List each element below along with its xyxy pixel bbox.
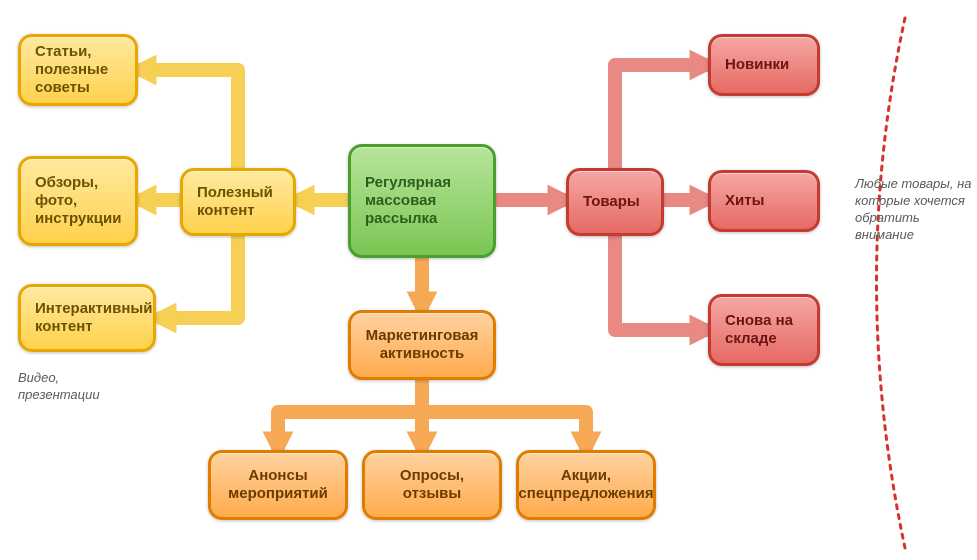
caption-video: Видео, презентации bbox=[18, 370, 100, 404]
node-polls: Опросы, отзывы bbox=[362, 450, 502, 520]
node-label: Акции, спецпредложения bbox=[518, 467, 653, 503]
node-hits: Хиты bbox=[708, 170, 820, 232]
node-stock: Снова на складе bbox=[708, 294, 820, 366]
node-articles: Статьи, полезные советы bbox=[18, 34, 138, 106]
node-label: Регулярная массовая рассылка bbox=[365, 174, 479, 228]
node-label: Интерактивный контент bbox=[35, 300, 152, 336]
node-reviews: Обзоры, фото, инструкции bbox=[18, 156, 138, 246]
node-goods: Товары bbox=[566, 168, 664, 236]
edge bbox=[158, 236, 238, 318]
node-label: Новинки bbox=[725, 56, 789, 74]
caption-any_goods: Любые товары, на которые хочется обратит… bbox=[855, 176, 977, 244]
node-label: Обзоры, фото, инструкции bbox=[35, 174, 121, 228]
node-promo: Акции, спецпредложения bbox=[516, 450, 656, 520]
node-label: Полезный контент bbox=[197, 184, 279, 220]
node-label: Анонсы мероприятий bbox=[225, 467, 331, 503]
edge bbox=[615, 236, 708, 330]
diagram-stage: Регулярная массовая рассылка Полезный кон… bbox=[0, 0, 977, 560]
divider-curve bbox=[877, 18, 906, 548]
node-label: Статьи, полезные советы bbox=[35, 43, 121, 97]
edge bbox=[422, 380, 586, 450]
node-label: Опросы, отзывы bbox=[379, 467, 485, 503]
edge bbox=[138, 70, 238, 168]
edge bbox=[278, 380, 422, 450]
edge bbox=[615, 65, 708, 168]
node-label: Товары bbox=[583, 193, 640, 211]
node-new: Новинки bbox=[708, 34, 820, 96]
node-label: Хиты bbox=[725, 192, 764, 210]
node-label: Снова на складе bbox=[725, 312, 803, 348]
node-events: Анонсы мероприятий bbox=[208, 450, 348, 520]
node-content: Полезный контент bbox=[180, 168, 296, 236]
node-label: Маркетинговая активность bbox=[365, 327, 479, 363]
node-interact: Интерактивный контент bbox=[18, 284, 156, 352]
node-marketing: Маркетинговая активность bbox=[348, 310, 496, 380]
node-root: Регулярная массовая рассылка bbox=[348, 144, 496, 258]
